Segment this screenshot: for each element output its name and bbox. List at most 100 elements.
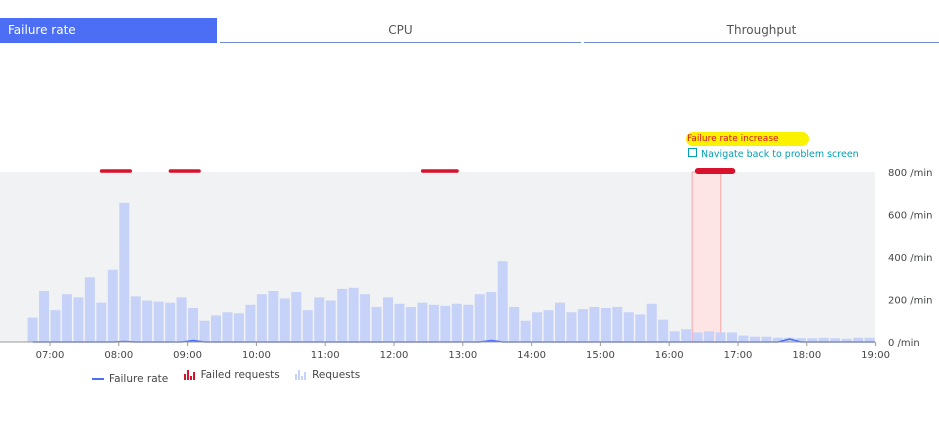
requests-bar — [577, 309, 588, 342]
legend-failed-requests[interactable]: Failed requests — [183, 369, 280, 381]
requests-bar — [245, 304, 256, 342]
requests-bar — [589, 306, 600, 342]
requests-bar — [27, 317, 38, 342]
requests-bar — [612, 306, 623, 342]
requests-bar — [291, 292, 302, 342]
requests-bar — [302, 310, 313, 342]
requests-bar — [165, 302, 176, 342]
problem-band — [691, 171, 722, 343]
requests-bar — [715, 332, 726, 342]
requests-bar — [520, 320, 531, 342]
requests-bar — [153, 301, 164, 342]
x-tick-label: 10:00 — [242, 350, 271, 361]
tab-cpu[interactable]: CPU — [220, 18, 581, 43]
legend-requests[interactable]: Requests — [295, 369, 360, 381]
requests-bar — [566, 312, 577, 342]
requests-bar — [692, 332, 703, 342]
requests-bar — [268, 291, 279, 342]
x-tick-label: 09:00 — [173, 350, 202, 361]
requests-bar — [176, 297, 187, 342]
requests-bar — [681, 329, 692, 342]
requests-bar — [279, 298, 290, 342]
requests-bar — [772, 337, 783, 342]
requests-bar — [474, 294, 485, 342]
requests-bar — [256, 294, 267, 342]
y-tick-label: 200 /min — [888, 296, 933, 307]
requests-bar — [727, 332, 737, 342]
problem-annotation: Failure rate increase Navigate back to p… — [686, 126, 859, 160]
requests-bar — [658, 319, 669, 342]
requests-bar — [486, 292, 497, 342]
requests-bar — [405, 306, 416, 342]
requests-bar — [623, 312, 634, 342]
requests-bar — [417, 302, 428, 342]
requests-bar — [39, 291, 49, 342]
requests-bar — [543, 310, 554, 342]
x-tick-label: 18:00 — [792, 350, 821, 361]
requests-bar — [337, 288, 348, 342]
requests-bar — [84, 277, 95, 342]
requests-bar — [142, 300, 153, 342]
requests-bar — [96, 302, 107, 342]
x-tick-label: 19:00 — [861, 350, 890, 361]
x-tick-label: 15:00 — [586, 350, 615, 361]
legend-failed-requests-label: Failed requests — [200, 369, 280, 381]
tab-failure-rate[interactable]: Failure rate — [0, 18, 217, 43]
requests-bar — [497, 261, 508, 342]
requests-bar — [795, 338, 806, 342]
requests-bar — [864, 337, 875, 342]
y-tick-label: 0 /min — [888, 338, 920, 349]
navigate-back-label: Navigate back to problem screen — [701, 149, 859, 160]
requests-bar — [371, 306, 382, 342]
failure-rate-chart: 800 /min 600 /min 400 /min 200 /min 0 /min 07… — [0, 168, 933, 361]
tab-throughput[interactable]: Throughput — [584, 18, 939, 43]
external-link-icon — [688, 148, 697, 157]
x-tick-label: 12:00 — [380, 350, 409, 361]
requests-bar — [440, 305, 451, 342]
chart-legend: Failure rate Failed requests Requests — [92, 369, 372, 385]
requests-bar — [188, 308, 199, 342]
requests-bar — [314, 297, 325, 342]
requests-bar — [383, 297, 393, 342]
requests-bar — [61, 294, 72, 342]
requests-bar — [199, 320, 210, 342]
failed-bars-legend-icon — [183, 370, 196, 380]
x-tick-label: 13:00 — [448, 350, 477, 361]
requests-bar — [818, 337, 829, 342]
requests-bar — [749, 336, 760, 342]
requests-bar — [394, 303, 405, 342]
legend-failure-rate[interactable]: Failure rate — [92, 373, 168, 385]
requests-bar — [555, 302, 565, 342]
requests-bar — [704, 331, 715, 342]
requests-bar — [761, 336, 772, 342]
x-tick-label: 14:00 — [517, 350, 546, 361]
requests-bar — [107, 269, 118, 342]
requests-bar — [119, 202, 130, 342]
requests-bar — [646, 303, 657, 342]
x-tick-label: 08:00 — [104, 350, 133, 361]
requests-bar — [73, 297, 84, 342]
requests-bar — [509, 306, 520, 342]
requests-bar — [50, 310, 61, 342]
x-tick-label: 16:00 — [655, 350, 684, 361]
requests-bar — [360, 294, 371, 342]
requests-bar — [463, 304, 474, 342]
legend-failure-rate-label: Failure rate — [109, 373, 169, 385]
requests-bar — [807, 338, 818, 342]
requests-bar — [451, 303, 462, 342]
navigate-back-link[interactable]: Navigate back to problem screen — [688, 148, 859, 160]
requests-bar — [841, 338, 852, 342]
requests-bar — [428, 304, 439, 342]
requests-bar — [233, 313, 244, 342]
requests-bar — [600, 308, 611, 342]
requests-bar — [853, 337, 864, 342]
requests-bar — [130, 296, 141, 342]
x-tick-label: 11:00 — [311, 350, 340, 361]
y-tick-label: 400 /min — [888, 253, 933, 264]
requests-bars-legend-icon — [295, 370, 307, 380]
requests-bar — [635, 314, 646, 342]
requests-bar — [738, 335, 749, 342]
line-legend-icon — [92, 378, 104, 380]
x-tick-label: 07:00 — [36, 350, 65, 361]
requests-bar — [211, 315, 221, 342]
